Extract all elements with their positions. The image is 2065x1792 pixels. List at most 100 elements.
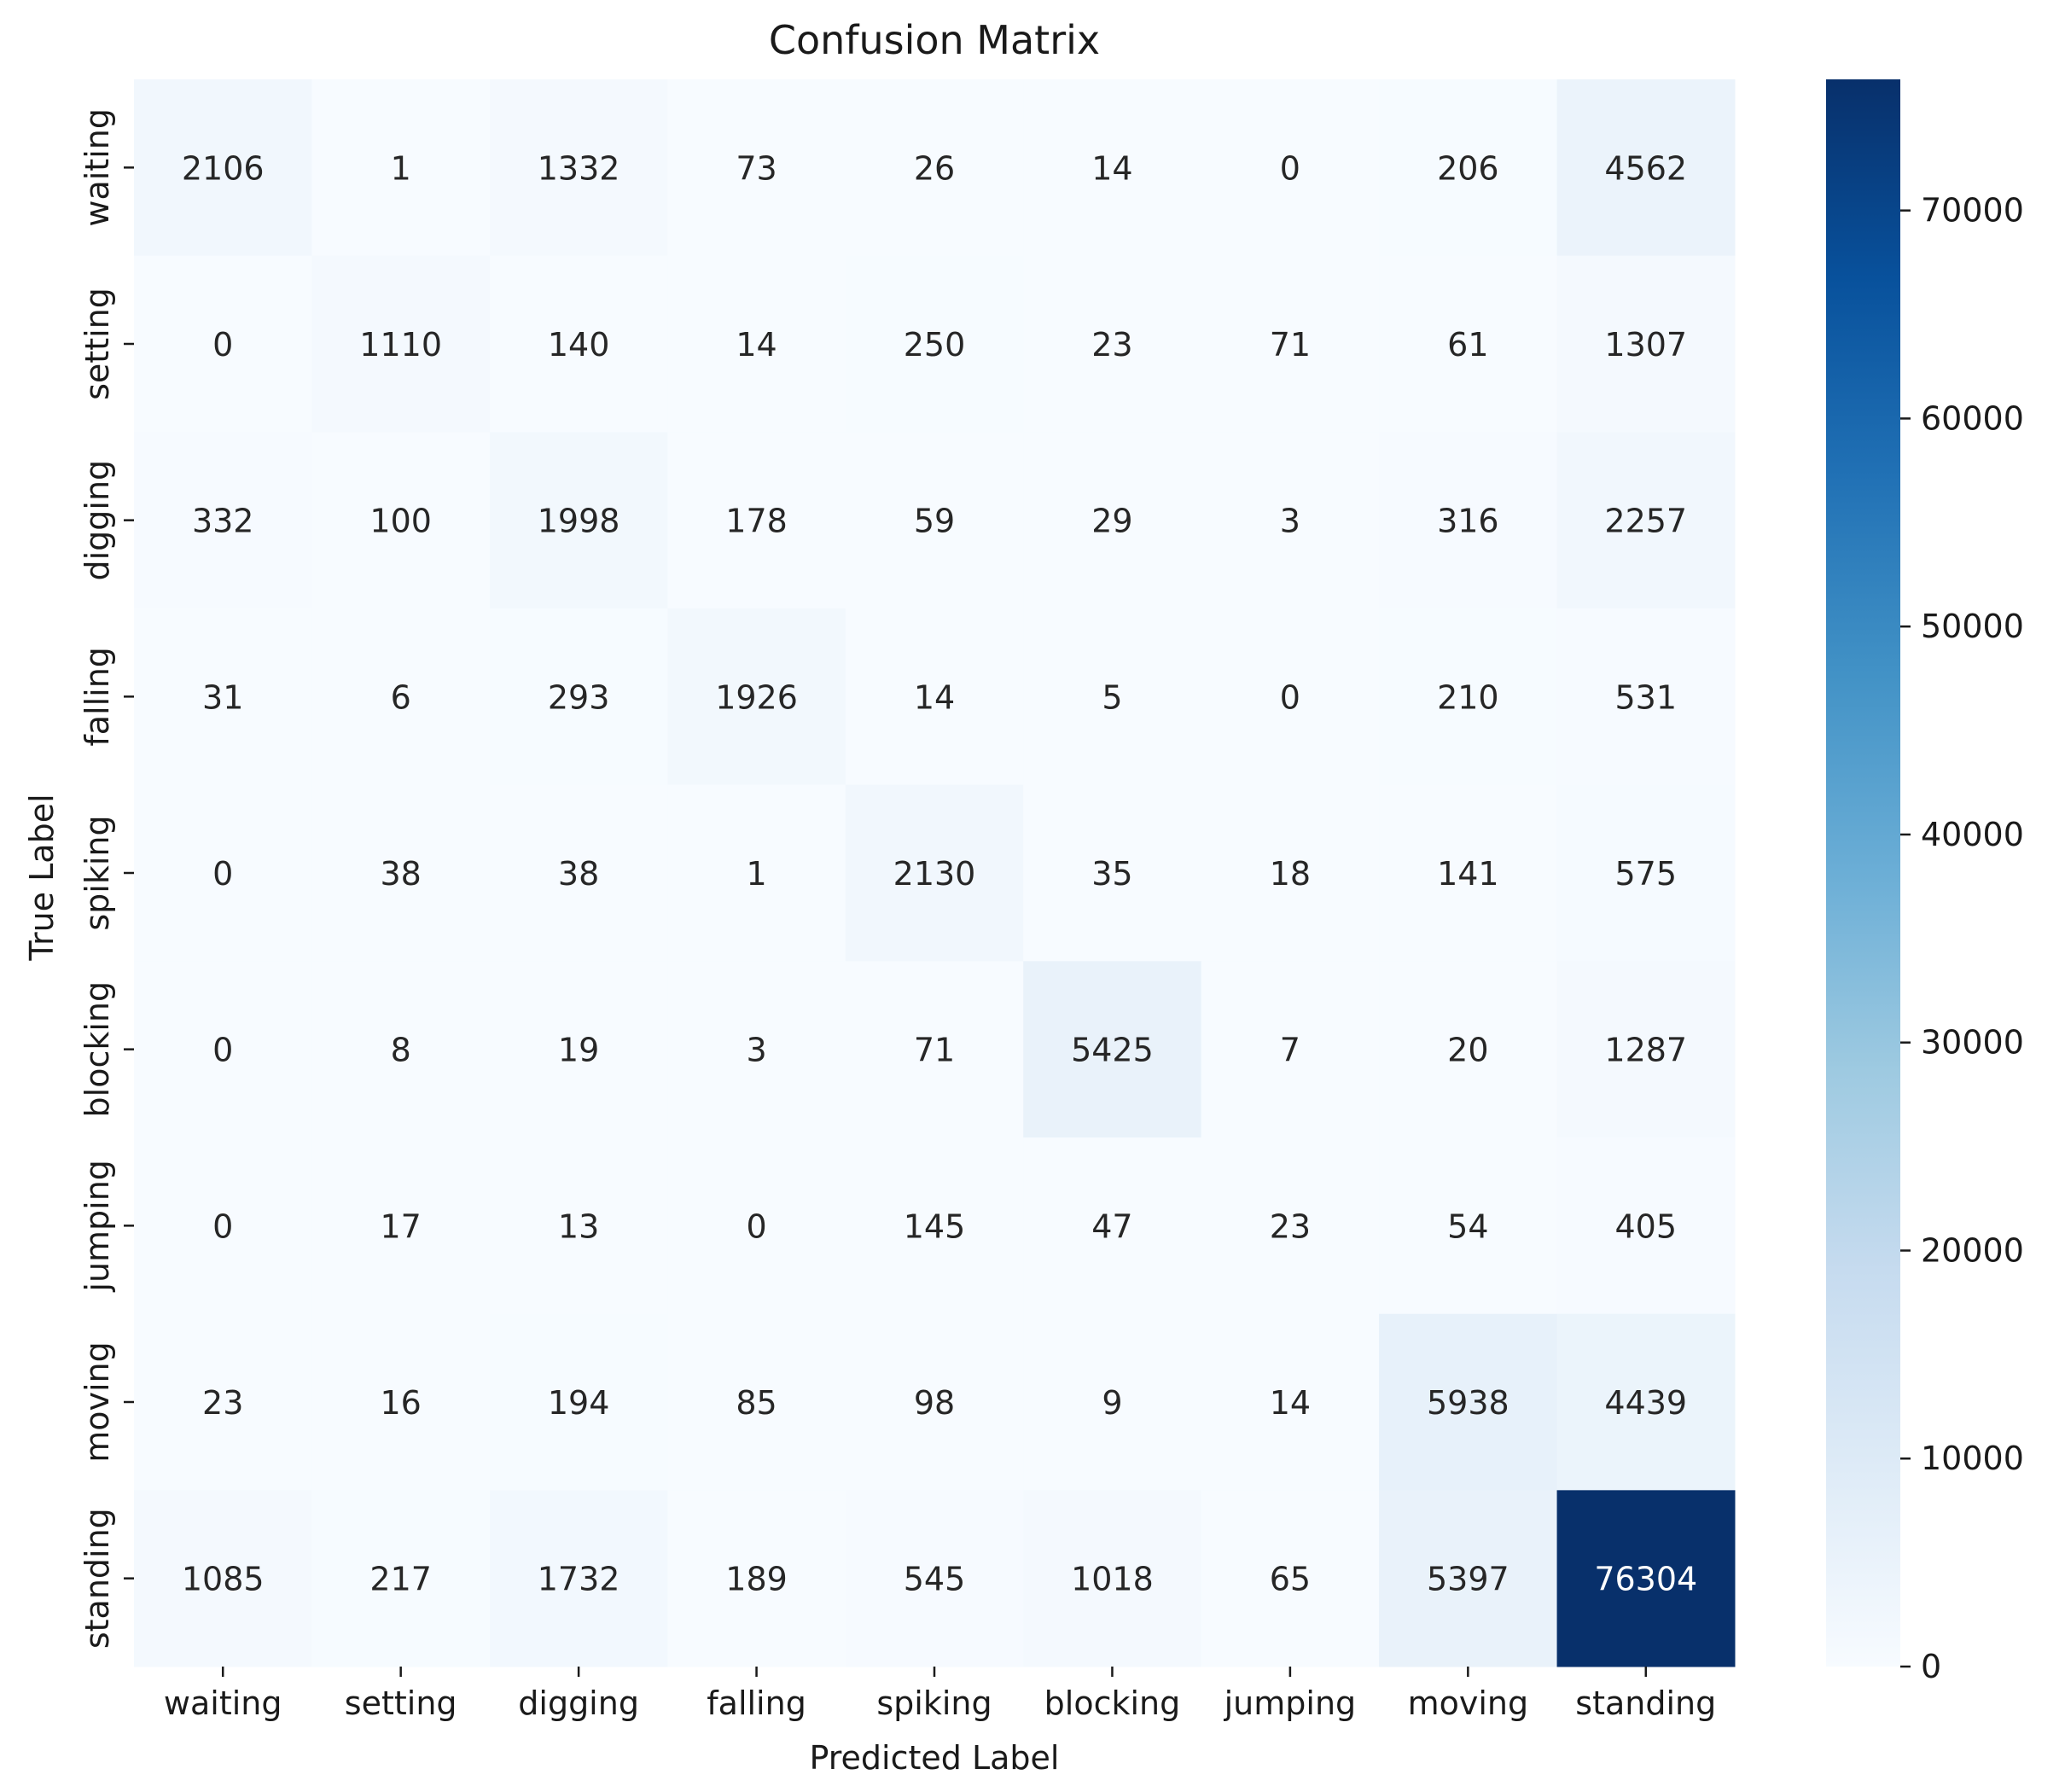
heatmap-cell [1023,79,1202,257]
cell-value-label: 1307 [1604,326,1687,364]
cell-value-label: 23 [1091,326,1132,364]
heatmap-cell [667,1313,846,1491]
cell-value-label: 29 [1091,503,1132,540]
cell-value-label: 4562 [1604,149,1687,187]
colorbar-tick-label: 40000 [1921,816,2024,853]
y-tick-label: standing [79,1508,116,1649]
heatmap-cell [845,79,1024,257]
heatmap-cell [134,608,312,786]
heatmap-cell [1379,79,1558,257]
cell-value-label: 54 [1447,1207,1488,1245]
cell-value-label: 5 [1102,678,1122,716]
cell-value-label: 38 [380,855,421,893]
cell-value-label: 85 [736,1384,777,1422]
heatmap-cell [667,608,846,786]
heatmap-cell [1023,1313,1202,1491]
heatmap-cell [489,432,668,609]
cell-value-label: 210 [1437,678,1499,716]
cell-value-label: 3 [1280,503,1300,540]
heatmap-cell [134,784,312,962]
cell-value-label: 14 [1091,149,1132,187]
heatmap-cell [667,1490,846,1667]
heatmap-cell [1556,1137,1736,1315]
cell-value-label: 0 [212,1032,233,1069]
cell-value-label: 0 [212,326,233,364]
heatmap-cell [311,961,491,1138]
heatmap-cell [1023,255,1202,433]
cell-value-label: 20 [1447,1032,1488,1069]
cell-value-label: 76304 [1594,1561,1697,1598]
heatmap-cell [489,1137,668,1315]
heatmap-cell [1556,1490,1736,1667]
x-axis: waiting setting digging falling spiking block… [164,1667,1716,1722]
cell-value-label: 7 [1280,1032,1300,1069]
cell-value-label: 59 [914,503,955,540]
cell-value-label: 23 [202,1384,243,1422]
heatmap-cell [1556,1313,1736,1491]
cell-value-label: 6 [391,678,411,716]
heatmap-cell [1379,1313,1558,1491]
heatmap-cell [845,432,1024,609]
cell-value-label: 575 [1615,855,1678,893]
heatmap-cell [845,1137,1024,1315]
heatmap-cell [311,1490,491,1667]
heatmap-cell [489,79,668,257]
heatmap-cell [1379,255,1558,433]
heatmap-cell [1379,961,1558,1138]
heatmap-cell [1023,608,1202,786]
cell-value-label: 332 [192,503,254,540]
y-tick-label: digging [79,460,116,581]
heatmap-cell [311,1137,491,1315]
heatmap-cell [134,432,312,609]
cell-value-label: 71 [914,1032,955,1069]
heatmap-cell [1379,784,1558,962]
heatmap-cell [1201,784,1380,962]
y-tick-label: falling [79,647,116,747]
cell-value-label: 4439 [1604,1384,1687,1422]
heatmap-cell [1201,432,1380,609]
cell-value-label: 5938 [1427,1384,1509,1422]
cell-value-label: 206 [1437,149,1499,187]
heatmap-cell [311,255,491,433]
cell-value-label: 1926 [715,678,798,716]
cell-value-label: 14 [1270,1384,1311,1422]
heatmap-cell [1556,784,1736,962]
y-tick-label: moving [79,1341,116,1463]
cell-value-label: 0 [746,1207,766,1245]
cell-value-label: 98 [914,1384,955,1422]
heatmap-cell [1556,432,1736,609]
heatmap-cell [134,1137,312,1315]
heatmap-cell [667,255,846,433]
heatmap-cell [1379,608,1558,786]
heatmap-cell [311,608,491,786]
cell-value-label: 194 [548,1384,610,1422]
y-tick-label: waiting [79,108,116,227]
cell-value-label: 5397 [1427,1561,1509,1598]
colorbar-tick-label: 70000 [1921,192,2024,230]
cell-value-label: 19 [558,1032,599,1069]
heatmap-cell [489,1490,668,1667]
heatmap-cell [489,1313,668,1491]
heatmap-cell [667,432,846,609]
cell-value-label: 9 [1102,1384,1122,1422]
heatmap-cell [1201,79,1380,257]
heatmap-cell [1201,1137,1380,1315]
heatmap-cell [134,1490,312,1667]
cell-value-label: 531 [1615,678,1678,716]
x-tick-label: blocking [1044,1684,1181,1722]
cell-value-label: 5425 [1071,1032,1154,1069]
heatmap-cell [489,608,668,786]
cell-value-label: 0 [212,1207,233,1245]
heatmap-cell [1201,1313,1380,1491]
cell-value-label: 100 [369,503,432,540]
cell-value-label: 145 [904,1207,966,1245]
cell-value-label: 18 [1270,855,1311,893]
cell-value-label: 1110 [359,326,442,364]
heatmap-cell [311,79,491,257]
heatmap-cell [134,255,312,433]
heatmap-cell [667,79,846,257]
cell-value-label: 545 [904,1561,966,1598]
cell-value-label: 31 [202,678,243,716]
x-tick-label: jumping [1224,1684,1357,1722]
